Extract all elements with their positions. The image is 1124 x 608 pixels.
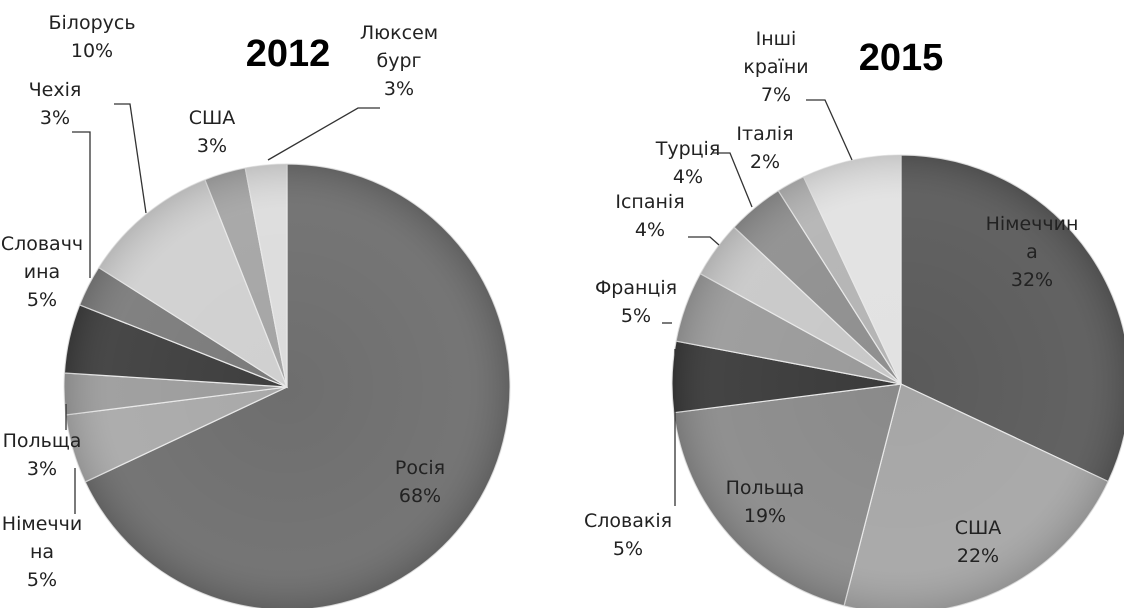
leader-line-іспанія bbox=[688, 236, 720, 246]
data-label-line: Словакія bbox=[584, 510, 672, 532]
data-label-line: 5% bbox=[27, 289, 57, 311]
data-label-line: ина bbox=[24, 261, 60, 283]
data-label-словаччина: Словачч ина 5% bbox=[1, 233, 83, 311]
data-label-line: Польща bbox=[3, 430, 82, 452]
data-label-line: а bbox=[1026, 241, 1038, 263]
data-label-line: країни bbox=[743, 56, 808, 78]
data-label-line: 4% bbox=[635, 219, 665, 241]
data-label-інші-країни: Інші країни 7% bbox=[743, 28, 808, 106]
data-label-line: 5% bbox=[27, 569, 57, 591]
data-label-франція: Франція 5% bbox=[595, 277, 677, 327]
data-label-німеччина: Німеччи на 5% bbox=[2, 513, 82, 591]
leader-line-люксембург bbox=[267, 107, 380, 161]
data-label-line: 5% bbox=[613, 538, 643, 560]
data-label-росія: Росія 68% bbox=[395, 457, 445, 507]
chart-title: 2015 bbox=[859, 37, 944, 79]
data-label-польща: Польща 3% bbox=[3, 430, 82, 480]
data-label-line: Турція bbox=[655, 138, 721, 160]
data-label-чехія: Чехія 3% bbox=[29, 79, 82, 129]
leader-line-словаччина bbox=[72, 131, 91, 278]
data-label-білорусь: Білорусь 10% bbox=[48, 12, 135, 62]
data-label-line: 3% bbox=[27, 458, 57, 480]
data-label-line: 3% bbox=[384, 78, 414, 100]
data-label-line: Німеччин bbox=[986, 213, 1079, 235]
data-label-line: 32% bbox=[1011, 269, 1053, 291]
data-label-сша: США 22% bbox=[955, 517, 1002, 567]
data-label-німеччина: Німеччин а 32% bbox=[986, 213, 1079, 291]
data-label-line: 4% bbox=[673, 166, 703, 188]
data-label-line: Люксем bbox=[360, 22, 438, 44]
data-label-line: Польща bbox=[726, 477, 805, 499]
chart-title: 2012 bbox=[246, 33, 331, 75]
data-label-турція: Турція 4% bbox=[655, 138, 721, 188]
data-label-line: Чехія bbox=[29, 79, 82, 101]
data-label-line: США bbox=[189, 107, 236, 129]
data-label-line: 19% bbox=[744, 505, 786, 527]
data-label-line: 3% bbox=[40, 107, 70, 129]
data-label-line: 3% bbox=[197, 135, 227, 157]
data-label-line: на bbox=[30, 541, 54, 563]
data-label-line: 7% bbox=[761, 84, 791, 106]
data-label-line: Італія bbox=[736, 123, 793, 145]
pie-chart-2015: 2015 Німеччин а 32% США 22% Польща 19% Словакія 5… bbox=[584, 28, 1124, 608]
data-label-line: Білорусь bbox=[48, 12, 135, 34]
leader-line-чехія bbox=[114, 103, 147, 214]
leader-line-турція bbox=[712, 152, 753, 208]
data-label-line: Росія bbox=[395, 457, 445, 479]
pie-shading bbox=[672, 155, 1124, 608]
data-label-line: 10% bbox=[71, 40, 113, 62]
data-label-line: Франція bbox=[595, 277, 677, 299]
data-label-line: Німеччи bbox=[2, 513, 82, 535]
data-label-іспанія: Іспанія 4% bbox=[615, 191, 684, 241]
data-label-словакія: Словакія 5% bbox=[584, 510, 672, 560]
leader-line-інші-країни bbox=[806, 99, 853, 161]
pie-shading bbox=[64, 164, 510, 608]
data-label-італія: Італія 2% bbox=[736, 123, 793, 173]
pie-chart-2012: 2012 Росія 68% Німеччи на 5% Польща 3% Словачч ин… bbox=[1, 12, 511, 608]
data-label-line: 5% bbox=[621, 305, 651, 327]
data-label-line: 2% bbox=[750, 151, 780, 173]
data-label-польща: Польща 19% bbox=[726, 477, 805, 527]
data-label-line: Словачч bbox=[1, 233, 83, 255]
data-label-line: бург bbox=[376, 50, 421, 72]
data-label-сша: США 3% bbox=[189, 107, 236, 157]
data-label-line: Іспанія bbox=[615, 191, 684, 213]
data-label-line: США bbox=[955, 517, 1002, 539]
data-label-line: Інші bbox=[756, 28, 797, 50]
data-label-line: 68% bbox=[399, 485, 441, 507]
data-label-люксембург: Люксем бург 3% bbox=[360, 22, 438, 100]
data-label-line: 22% bbox=[957, 545, 999, 567]
